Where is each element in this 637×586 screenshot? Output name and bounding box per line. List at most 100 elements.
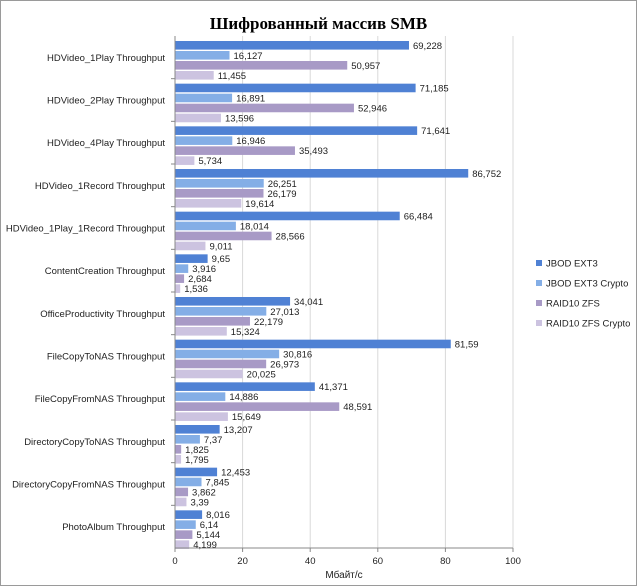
data-label: 71,185 [420,83,449,94]
data-label: 15,324 [231,327,260,338]
bar [175,435,200,444]
data-label: 7,37 [204,435,223,446]
grid-lines [242,36,514,548]
bar [175,297,291,306]
data-label: 27,013 [270,307,299,318]
bar [175,51,230,60]
data-label: 71,641 [421,126,450,137]
bar [175,402,340,411]
bar [175,126,418,135]
x-tick-label: 80 [440,556,451,567]
x-tick-label: 40 [305,556,316,567]
bar [175,231,272,241]
data-label: 11,455 [218,71,246,82]
data-label: 14,886 [229,392,258,403]
bar [175,241,206,251]
data-label: 41,371 [319,382,348,393]
category-label: HDVideo_1Play_1Record Throughput [6,224,166,235]
data-label: 20,025 [247,369,276,380]
bar [175,179,264,188]
data-label: 18,014 [240,221,269,232]
category-label: FileCopyFromNAS Throughput [35,394,166,405]
data-label: 13,207 [224,425,253,436]
category-label: ContentCreation Throughput [45,266,166,277]
data-label: 8,016 [206,510,230,521]
x-tick-label: 20 [237,556,248,567]
data-label: 9,65 [212,254,231,265]
data-label: 19,614 [245,199,274,210]
data-label: 1,825 [185,445,209,456]
bar [175,41,409,50]
data-label: 81,59 [455,339,479,350]
bar [175,520,196,529]
bar [175,284,181,293]
bar [175,136,233,145]
category-label: HDVideo_2Play Throughput [47,96,165,107]
legend-entry: RAID10 ZFS [546,299,600,310]
data-label: 86,752 [472,169,501,180]
category-label: DirectoryCopyFromNAS Throughput [12,480,165,491]
data-label: 50,957 [351,61,380,72]
x-axis-label: Мбайт/с [325,569,362,581]
data-label: 3,39 [190,497,209,508]
bar [175,274,185,283]
bar [175,93,233,103]
bar [175,477,202,487]
bar [175,530,193,539]
data-label: 28,566 [276,231,305,242]
x-tick-label: 60 [373,556,384,567]
category-label: PhotoAlbum Throughput [62,522,165,533]
bar [175,349,280,359]
data-label: 22,179 [254,317,283,328]
category-label: HDVideo_4Play Throughput [47,138,165,149]
bar [175,103,354,113]
bar [175,113,221,123]
bar [175,146,295,155]
legend-swatch [536,280,542,286]
bars [175,41,469,549]
bar [175,445,182,454]
bar [175,317,250,326]
bar [175,425,220,434]
bar [175,487,189,497]
legend-entry: JBOD EXT3 Crypto [546,279,628,290]
category-label: FileCopyToNAS Throughput [47,352,165,363]
data-label: 9,011 [209,241,232,252]
data-label: 1,795 [185,455,209,466]
bar [175,169,469,178]
legend-swatch [536,320,542,326]
data-label: 35,493 [299,146,328,157]
data-label: 4,199 [193,540,217,551]
data-label: 12,453 [221,467,250,478]
legend-entry: RAID10 ZFS Crypto [546,319,630,330]
value-labels: 69,228 16,127 50,957 11,455 71,185 16,891 52,9… [184,41,501,551]
data-label: 52,946 [358,103,387,114]
bar [175,61,348,70]
bar [175,156,195,165]
data-label: 5,734 [198,156,222,167]
data-label: 13,596 [225,113,254,124]
bar [175,189,264,198]
bar [175,382,315,391]
bar [175,510,203,519]
bar [175,455,182,464]
bar [175,327,227,336]
data-label: 48,591 [343,402,372,413]
data-label: 15,649 [232,412,261,423]
data-label: 26,179 [267,189,296,200]
bar [175,199,242,208]
bar [175,254,208,263]
bar [175,264,189,273]
data-label: 16,946 [236,136,265,147]
tick-labels: 0 20 40 60 80 100 [172,556,521,567]
axes [171,36,514,552]
chart-title: Шифрованный массив SMB [209,14,428,33]
bar [175,359,267,369]
data-label: 26,251 [268,179,297,190]
data-label: 16,127 [234,51,263,62]
category-labels: HDVideo_1Play Throughput HDVideo_2Play Th… [6,53,166,533]
data-label: 1,536 [184,284,208,295]
data-label: 6,14 [200,520,219,531]
